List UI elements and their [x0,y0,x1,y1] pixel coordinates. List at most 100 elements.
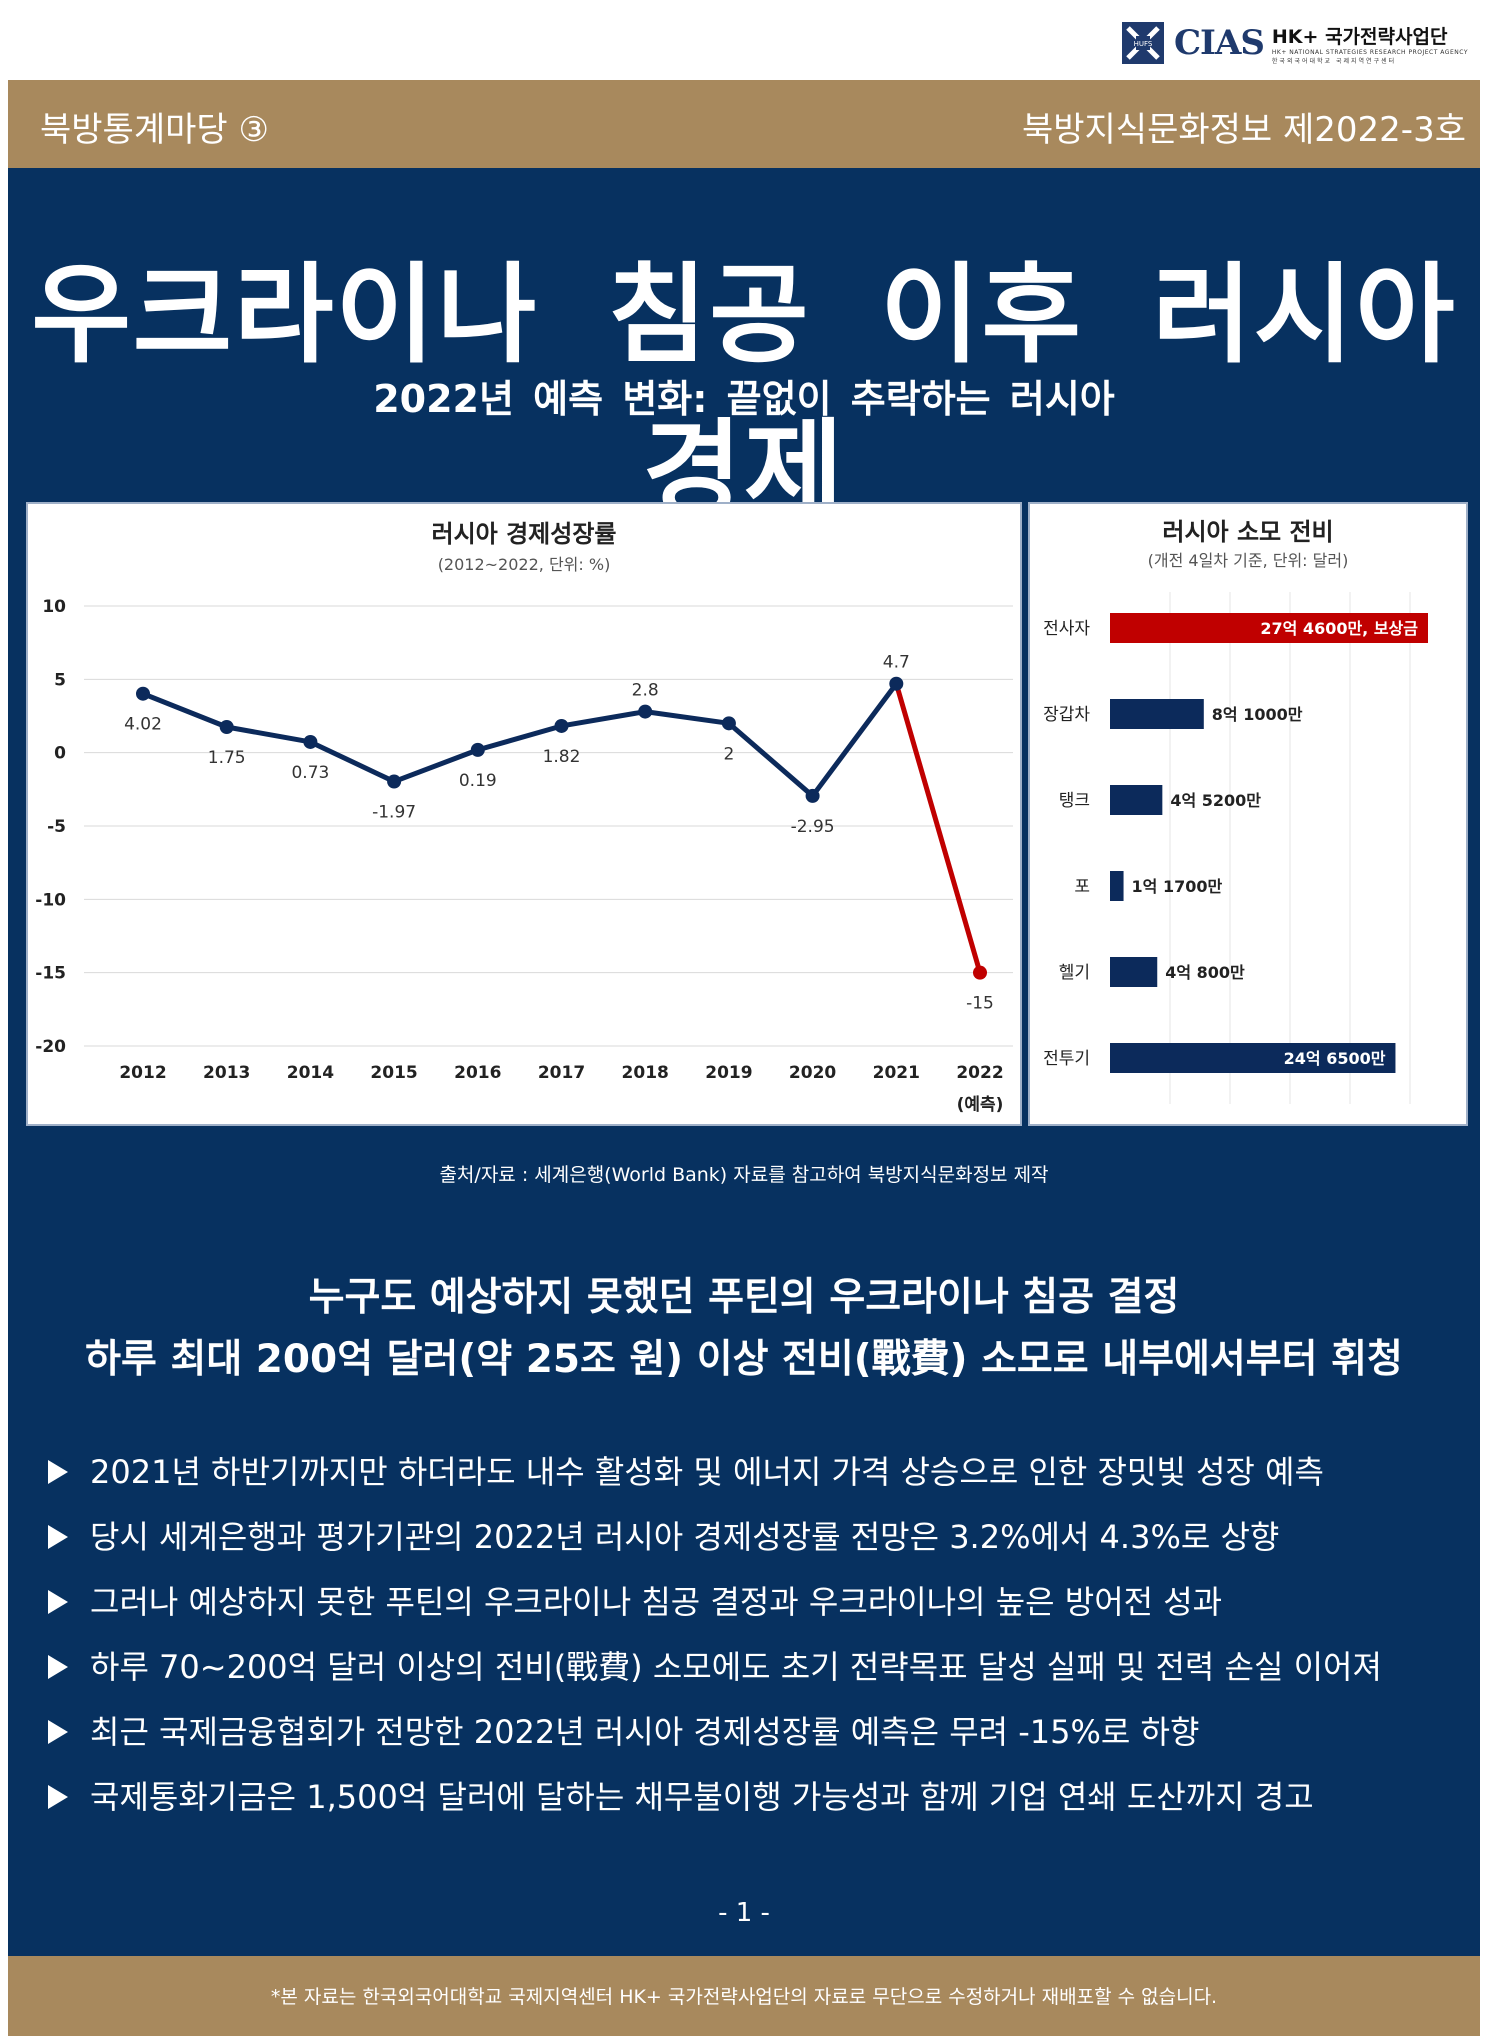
x-tick-label: 2018 [622,1063,669,1083]
y-tick-label: -20 [35,1037,66,1057]
data-point [219,720,234,734]
x-tick-label: 2022 [956,1063,1003,1083]
footer-notice: *본 자료는 한국외국어대학교 국제지역센터 HK+ 국가전략사업단의 자료로 … [270,1986,1218,2008]
y-tick-label: 0 [54,744,66,764]
series-line [142,682,899,799]
data-label: -2.95 [791,817,835,837]
growth-line-chart: 러시아 경제성장률 (2012~2022, 단위: %) 10 5 0 -5 -10 -1… [35,520,1013,1115]
data-label: 2 [723,744,734,764]
bar-value-label: 1억 1700만 [1132,877,1223,896]
x-tick-label: 2019 [705,1063,752,1083]
logo-cias: CIAS [1174,23,1265,63]
bullet-text: 2021년 하반기까지만 하더라도 내수 활성화 및 에너지 가격 상승으로 인… [90,1453,1324,1491]
data-point [387,774,402,789]
data-point [303,734,318,749]
category-label: 포 [1074,877,1090,897]
bar-chart-title: 러시아 소모 전비 [1162,518,1333,546]
bullet-item: 하루 70~200억 달러 이상의 전비(戰費) 소모에도 초기 전략목표 달성… [40,1646,1460,1711]
bar-value-label: 8억 1000만 [1212,705,1303,724]
hufs-logo-icon: HUFS [1122,22,1164,64]
forecast-line [893,683,983,974]
bar [1110,871,1124,901]
headline-1: 누구도 예상하지 못했던 푸틴의 우크라이나 침공 결정 [308,1275,1180,1320]
bar [1110,1043,1396,1073]
war-cost-bar-chart: 러시아 소모 전비 (개전 4일차 기준, 단위: 달러) 전사자 27억 460… [1043,518,1428,1104]
category-label: 전사자 [1043,619,1090,639]
data-point [554,718,569,733]
y-tick-label: -10 [35,890,66,910]
category-label: 장갑차 [1043,705,1090,725]
bar-value-label: 4억 800만 [1165,963,1245,982]
bullet-list: 2021년 하반기까지만 하더라도 내수 활성화 및 에너지 가격 상승으로 인… [40,1451,1460,1841]
x-tick-label: 2012 [119,1063,166,1083]
bullet-text: 그러나 예상하지 못한 푸틴의 우크라이나 침공 결정과 우크라이나의 높은 방… [90,1583,1223,1621]
line-chart-title: 러시아 경제성장률 [432,520,617,548]
data-point [470,742,485,757]
bullet-text: 국제통화기금은 1,500억 달러에 달하는 채무불이행 가능성과 함께 기업 … [90,1778,1314,1816]
bar [1110,785,1163,815]
bullet-text: 최근 국제금융협회가 전망한 2022년 러시아 경제성장률 예측은 무려 -1… [90,1713,1200,1751]
data-point [136,686,150,701]
issue-label: 북방지식문화정보 제2022-3호 [1021,110,1466,150]
bullet-item: 국제통화기금은 1,500억 달러에 달하는 채무불이행 가능성과 함께 기업 … [40,1776,1460,1841]
logo-title: HK+ 국가전략사업단 [1271,25,1448,48]
triangle-bullet-icon [48,1720,68,1744]
triangle-bullet-icon [48,1460,68,1484]
y-tick-label: -5 [47,817,66,837]
war-cost-chart-panel: 러시아 소모 전비 (개전 4일차 기준, 단위: 달러) 전사자 27억 460… [1028,502,1468,1126]
triangle-bullet-icon [48,1525,68,1549]
line-chart-subtitle: (2012~2022, 단위: %) [438,555,611,574]
series-label: 북방통계마당 ③ [40,110,269,150]
triangle-bullet-icon [48,1655,68,1679]
data-point [638,704,653,719]
series-bar: 북방통계마당 ③ 북방지식문화정보 제2022-3호 [8,80,1480,168]
x-tick-label: 2014 [287,1063,334,1083]
data-label: -15 [966,994,994,1014]
bar-value-label: 24억 6500만 [1284,1049,1386,1068]
top-header: HUFS CIAS HK+ 국가전략사업단 HK+ NATIONAL STRAT… [0,0,1488,80]
logo-subtitle-ko: 한국외국어대학교 국제지역연구센터 [1271,57,1397,65]
data-label: 2.8 [632,681,659,701]
bar [1110,613,1428,643]
category-label: 탱크 [1059,791,1090,811]
x-tick-label: 2017 [538,1063,585,1083]
x-tick-note: (예측) [957,1095,1004,1115]
y-tick-label: 5 [54,670,66,690]
data-point [889,676,904,691]
data-label: 0.19 [459,771,497,791]
main-content: 우크라이나 침공 이후 러시아 경제 2022년 예측 변화: 끝없이 추락하는… [8,168,1480,1956]
triangle-bullet-icon [48,1590,68,1614]
growth-chart-panel: 러시아 경제성장률 (2012~2022, 단위: %) 10 5 0 -5 -10 -1… [26,502,1022,1126]
data-label: -1.97 [372,803,416,823]
bar-value-label: 4억 5200만 [1170,791,1261,810]
source-note: 출처/자료 : 세계은행(World Bank) 자료를 참고하여 북방지식문화… [439,1164,1049,1186]
footer-bar: *본 자료는 한국외국어대학교 국제지역센터 HK+ 국가전략사업단의 자료로 … [8,1956,1480,2036]
page-number: - 1 - [718,1898,770,1928]
x-tick-label: 2015 [370,1063,417,1083]
bar [1110,699,1204,729]
bullet-text: 당시 세계은행과 평가기관의 2022년 러시아 경제성장률 전망은 3.2%에… [90,1518,1280,1556]
data-label: 0.73 [291,763,329,783]
headline-2: 하루 최대 200억 달러(약 25조 원) 이상 전비(戰費) 소모로 내부에… [85,1337,1403,1382]
data-label: 1.75 [208,748,246,768]
bar-value-label: 27억 4600만, 보상금 [1260,619,1418,638]
y-tick-label: -15 [35,964,66,984]
y-tick-label: 10 [42,597,66,617]
logo-mark-text: HUFS [1134,40,1153,48]
bar [1110,957,1158,987]
data-point [973,965,987,980]
bullet-item: 2021년 하반기까지만 하더라도 내수 활성화 및 에너지 가격 상승으로 인… [40,1451,1460,1516]
bullet-item: 최근 국제금융협회가 전망한 2022년 러시아 경제성장률 예측은 무려 -1… [40,1711,1460,1776]
data-label: 4.02 [124,715,162,735]
data-point [721,716,736,731]
page-subtitle: 2022년 예측 변화: 끝없이 추락하는 러시아 [373,377,1115,421]
data-point [805,788,820,803]
logo-subtitle-en: HK+ NATIONAL STRATEGIES RESEARCH PROJECT… [1271,48,1468,56]
page-title: 우크라이나 침공 이후 러시아 경제 [31,253,1457,534]
triangle-bullet-icon [48,1785,68,1809]
bar-chart-subtitle: (개전 4일차 기준, 단위: 달러) [1148,551,1349,570]
x-tick-label: 2021 [873,1063,920,1083]
data-label: 1.82 [543,747,581,767]
cias-logo: HUFS CIAS HK+ 국가전략사업단 HK+ NATIONAL STRAT… [1120,18,1468,68]
category-label: 헬기 [1059,963,1090,983]
